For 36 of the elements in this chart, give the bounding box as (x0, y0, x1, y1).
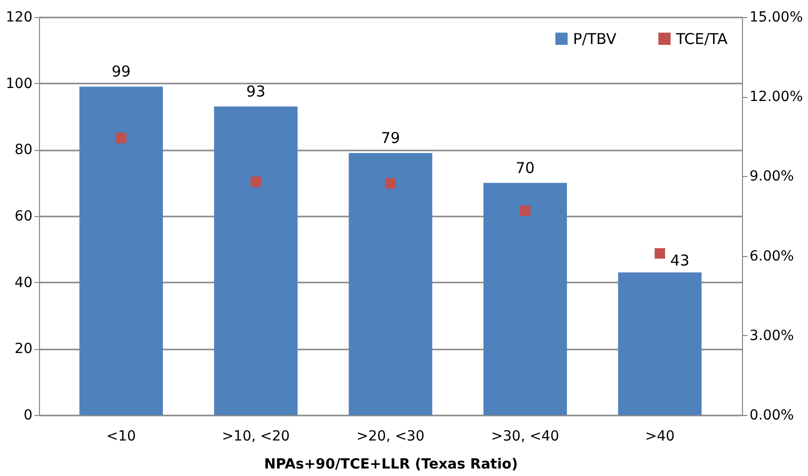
x-tick-label: >40 (645, 428, 675, 444)
y-tick-label: 20 (14, 341, 32, 358)
bar (348, 152, 432, 415)
point (654, 248, 666, 259)
y2-tick-label: 15.00% (750, 10, 803, 26)
bar (214, 106, 298, 415)
y-tick-label: 0 (24, 408, 32, 424)
y-tick-label: 80 (14, 142, 32, 158)
point (520, 205, 530, 216)
y2-tick-label: 12.00% (750, 89, 803, 106)
data-label: 43 (670, 251, 690, 270)
x-tick-label: >30, <40 (491, 428, 560, 444)
y-tick-label: 60 (14, 208, 32, 224)
y-tick-label: 100 (6, 76, 32, 92)
bar (483, 182, 567, 415)
bar (618, 272, 702, 415)
data-label: 79 (380, 128, 400, 147)
y2-tick-label: 9.00% (750, 168, 794, 185)
point (250, 176, 262, 188)
bar (79, 86, 163, 415)
x-axis-title: NPAs+90/TCE+LLR (Texas Ratio) (264, 456, 518, 472)
y-tick-label: 120 (6, 10, 32, 26)
x-tick-label: >10, <20 (222, 428, 290, 444)
y-tick-label: 40 (14, 274, 32, 291)
y2-tick-label: 6.00% (750, 248, 794, 264)
point (116, 132, 126, 144)
x-tick-label: <10 (106, 428, 136, 444)
data-label: 93 (246, 82, 266, 101)
legend-label: P/TBV (573, 30, 618, 48)
point (385, 178, 396, 189)
data-label: 99 (112, 62, 131, 81)
y2-tick-label: 0.00% (750, 408, 794, 424)
data-label: 70 (516, 158, 535, 177)
legend-label: TCE/TA (675, 30, 728, 48)
x-tick-label: >20, <30 (356, 428, 424, 444)
y2-tick-label: 3.00% (750, 328, 794, 344)
